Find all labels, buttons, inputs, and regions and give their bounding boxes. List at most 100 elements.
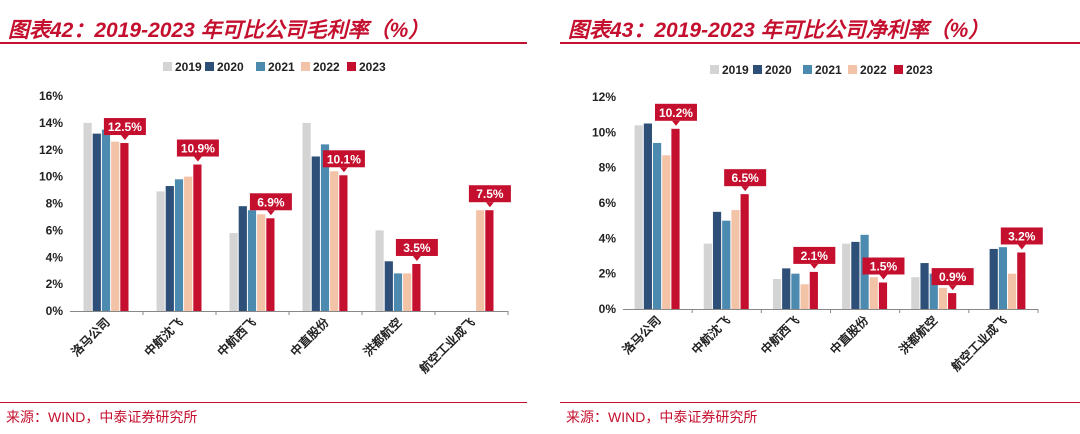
data-label-box [931, 268, 974, 286]
bar [412, 263, 421, 311]
y-tick-label: 6% [46, 223, 64, 237]
data-label-text: 3.2% [1008, 229, 1036, 243]
x-tick-label: 洪都航空 [360, 315, 405, 360]
x-tick-label: 中航西飞 [214, 315, 259, 360]
bar [791, 273, 800, 309]
bar [878, 282, 888, 309]
bar [869, 277, 878, 309]
data-label-text: 7.5% [476, 187, 504, 201]
x-tick-label: 中直股份 [827, 312, 872, 357]
data-label-text: 12.5% [108, 120, 142, 134]
legend-swatch [163, 62, 172, 71]
bar [842, 243, 851, 309]
y-tick-label: 0% [46, 304, 64, 318]
chart-title: 图表43：2019-2023 年可比公司净利率（%） [568, 19, 990, 42]
bar [782, 268, 791, 309]
data-label-box [249, 193, 292, 211]
data-label-box [322, 150, 365, 168]
y-tick-label: 6% [599, 196, 617, 210]
bar [998, 247, 1008, 309]
legend-label: 2023 [906, 63, 933, 77]
panel-gross-margin: 图表42：2019-2023 年可比公司毛利率（%） 2019 2020 2021 2… [0, 0, 527, 434]
x-tick-label: 洪都航空 [896, 313, 941, 358]
y-tick-label: 12% [592, 90, 616, 104]
source-note: 来源：WIND，中泰证券研究所 [566, 409, 758, 425]
data-label-text: 10.2% [659, 106, 693, 120]
x-tick-label: 航空工业成飞 [948, 313, 1010, 375]
source-rule [560, 402, 1080, 403]
data-label-box [1000, 227, 1043, 245]
data-label-text: 1.5% [870, 260, 898, 274]
bar [712, 211, 722, 309]
data-label: 12.5% [103, 118, 146, 141]
y-tick-label: 2% [599, 267, 617, 281]
bar [948, 293, 957, 309]
data-label-box [176, 139, 219, 157]
legend-label: 2021 [268, 60, 295, 74]
y-tick-label: 10% [592, 125, 616, 139]
legend-swatch [710, 65, 719, 74]
data-label-box [103, 118, 146, 136]
legend-label: 2020 [217, 60, 244, 74]
bar [111, 141, 120, 311]
bar [339, 175, 348, 311]
data-label: 7.5% [468, 185, 511, 208]
y-tick-label: 16% [39, 89, 63, 103]
data-label: 2.1% [793, 246, 836, 269]
bar [403, 273, 412, 311]
source-rule [0, 402, 527, 403]
bar [311, 156, 320, 311]
legend-label: 2020 [765, 63, 792, 77]
x-tick-label: 中直股份 [287, 314, 332, 359]
gross-margin-chart: 2019 2020 2021 2022 2023 0% 2% 4% 6% 8% 10% 12% 14% 1… [39, 60, 511, 376]
bar [671, 128, 680, 309]
legend-label: 2021 [815, 63, 842, 77]
y-tick-label: 4% [46, 250, 64, 264]
bar [375, 230, 384, 311]
y-tick-label: 8% [599, 161, 617, 175]
data-label: 3.2% [1000, 227, 1043, 250]
data-label-text: 2.1% [801, 249, 829, 263]
bar [238, 206, 247, 311]
legend-swatch [301, 62, 310, 71]
data-label: 10.2% [654, 103, 697, 126]
bar [772, 278, 782, 309]
x-tick-label: 中航沈飞 [688, 313, 733, 358]
data-label: 1.5% [862, 257, 905, 280]
data-label-box [793, 246, 836, 264]
data-label: 6.9% [249, 193, 292, 216]
bar [174, 179, 184, 311]
legend-swatch [205, 62, 214, 71]
x-tick-label: 洛马公司 [68, 315, 113, 360]
legend-swatch [894, 65, 903, 74]
bar [165, 186, 174, 311]
x-tick-label: 中航西飞 [757, 313, 802, 358]
data-label-box [395, 238, 438, 256]
legend-label: 2023 [359, 60, 386, 74]
bar [722, 220, 731, 309]
bar [330, 171, 339, 311]
bar [989, 248, 998, 309]
bar [266, 218, 275, 311]
y-tick-label: 12% [39, 143, 63, 157]
data-label-pointer [1017, 244, 1026, 250]
bar [92, 133, 101, 311]
data-label-text: 6.9% [257, 195, 285, 209]
data-label: 10.1% [322, 150, 365, 173]
bar [476, 210, 485, 311]
legend-swatch [256, 62, 265, 71]
x-tick-label: 洛马公司 [619, 313, 664, 358]
data-label-pointer [810, 263, 819, 269]
title-rule [0, 42, 527, 44]
data-label-pointer [485, 202, 494, 208]
data-label-text: 10.1% [327, 152, 361, 166]
bar [247, 210, 257, 311]
bar [320, 144, 330, 311]
bar [1008, 273, 1017, 309]
bar [938, 287, 948, 309]
chart-title: 图表42：2019-2023 年可比公司毛利率（%） [8, 19, 430, 42]
legend-swatch [347, 62, 356, 71]
bar [662, 155, 671, 309]
bar [809, 271, 818, 309]
bar [101, 129, 111, 311]
